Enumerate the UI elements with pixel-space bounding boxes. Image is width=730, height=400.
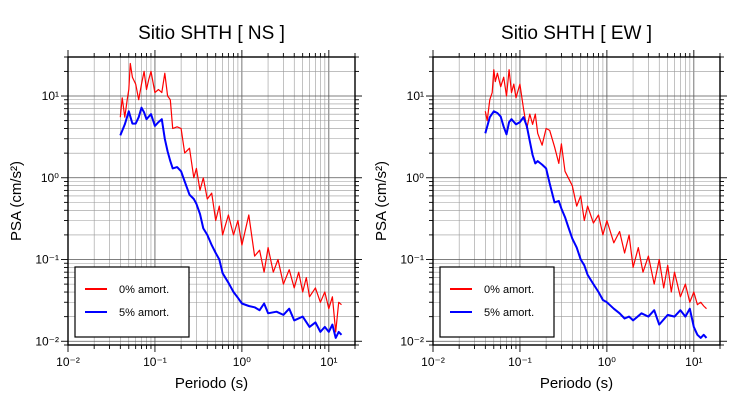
panel-1-y-tick-label: 10⁻² — [35, 334, 59, 348]
panel-2-y-tick-label: 10¹ — [407, 89, 424, 103]
panel-1-x-tick-label: 10⁰ — [233, 355, 251, 369]
panel-1-y-axis-label: PSA (cm/s²) — [8, 161, 25, 241]
panel-2-y-tick-label: 10⁻² — [400, 334, 424, 348]
panel-1-group: 10⁻² 10⁻¹ 10⁰ 10¹ 10⁻² 10⁻¹ 10⁰ 10¹ Sitio SHTH [… — [8, 23, 362, 392]
panel-2-x-tick-label: 10⁻² — [421, 355, 445, 369]
panel-1-series-line-2 — [119, 106, 343, 339]
panel-1-legend-box — [74, 266, 190, 338]
panel-2-plot-frame — [432, 56, 721, 346]
panel-1-x-tick-label: 10⁻² — [56, 355, 80, 369]
panel-2-x-axis-label: Periodo (s) — [540, 375, 613, 392]
panel-2-y-axis-label: PSA (cm/s²) — [373, 161, 390, 241]
panel-2-series-line-1 — [484, 69, 707, 310]
panel-1-legend-label-1: 0% amort. — [119, 284, 169, 296]
panel-2-x-tick-label: 10⁻¹ — [508, 355, 532, 369]
panel-1-legend-label-2: 5% amort. — [119, 307, 169, 319]
panel-1-plot-frame — [67, 56, 356, 346]
panel-2-legend-label-1: 0% amort. — [484, 284, 534, 296]
panel-2-series-line-2 — [484, 110, 708, 339]
panel-1-y-tick-label: 10⁰ — [41, 171, 59, 185]
panel-1-x-tick-label: 10¹ — [320, 355, 337, 369]
panel-1-y-tick-label: 10⁻¹ — [35, 253, 59, 267]
panel-2-x-tick-label: 10¹ — [685, 355, 702, 369]
panel-1-series-group — [119, 62, 343, 339]
panel-2-group: 10⁻² 10⁻¹ 10⁰ 10¹ 10⁻² 10⁻¹ 10⁰ 10¹ Sitio SHTH [… — [373, 23, 727, 392]
panel-1-series-line-1 — [119, 62, 342, 333]
panel-1-x-axis-label: Periodo (s) — [175, 375, 248, 392]
panel-2-legend-box — [439, 266, 555, 338]
panel-2-legend-label-2: 5% amort. — [484, 307, 534, 319]
panel-2-title: Sitio SHTH [ EW ] — [501, 23, 652, 44]
panel-2-y-tick-label: 10⁻¹ — [400, 253, 424, 267]
panel-1-x-tick-label: 10⁻¹ — [143, 355, 167, 369]
panel-2-series-group — [484, 69, 708, 339]
panel-1-title: Sitio SHTH [ NS ] — [138, 23, 285, 44]
panel-2-x-tick-label: 10⁰ — [598, 355, 616, 369]
panel-1-y-tick-label: 10¹ — [42, 89, 59, 103]
panel-2-y-tick-label: 10⁰ — [406, 171, 424, 185]
